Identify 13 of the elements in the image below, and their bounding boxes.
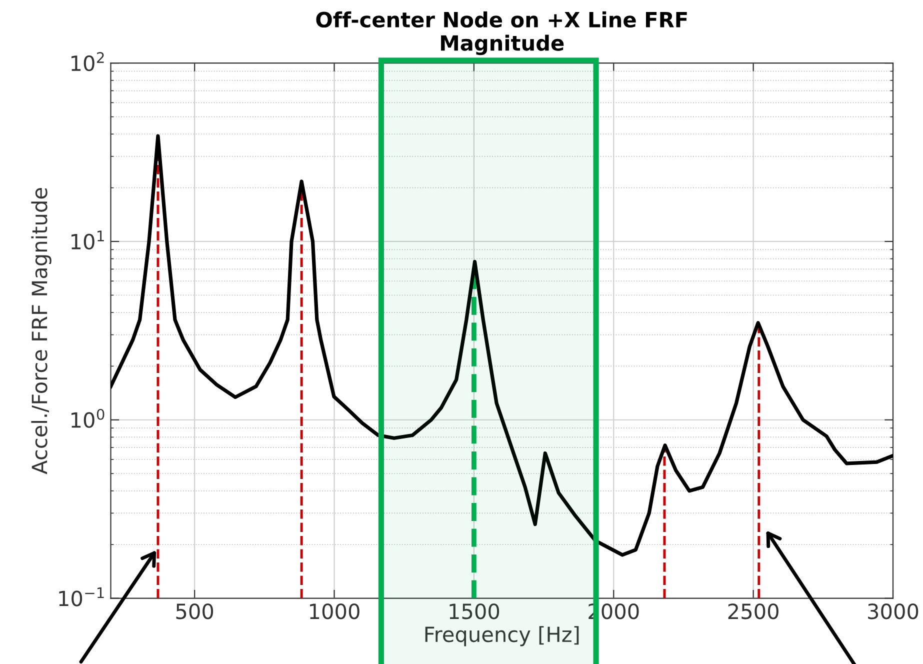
x-tick-label: 3000 [868,603,918,620]
x-tick-label: 2500 [728,603,778,620]
chart-title: Off-center Node on +X Line FRF Magnitude [316,11,687,56]
y-tick-label: 10$^{1}$ [72,230,104,250]
y-axis-title: Accel./Force FRF Magnitude [31,188,52,474]
x-tick-label: 1500 [450,603,500,620]
x-axis-title: Frequency [Hz] [425,626,579,646]
y-tick-label: 10$^{−1}$ [59,587,104,606]
x-tick-label: 500 [176,603,214,620]
y-tick-label: 10$^{0}$ [72,408,104,428]
y-tick-label: 10$^{2}$ [72,52,104,72]
x-tick-label: 1000 [310,603,360,620]
line-series [110,134,894,557]
